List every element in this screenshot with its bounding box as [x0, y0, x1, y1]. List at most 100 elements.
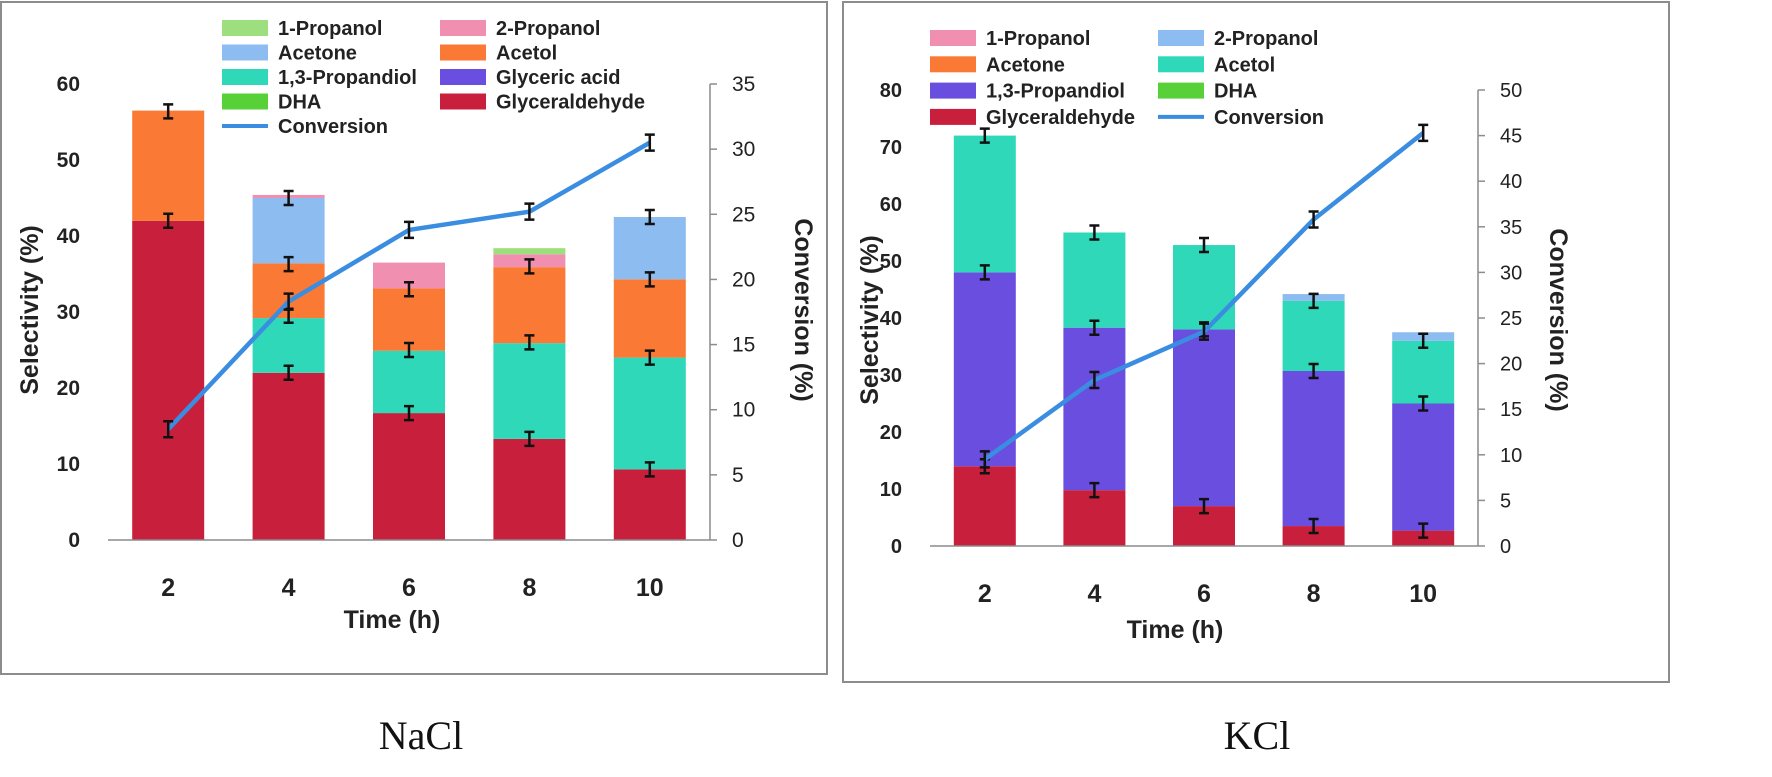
- y2-tick-label: 15: [732, 334, 755, 357]
- error-bar: [524, 430, 535, 448]
- error-bar: [1418, 332, 1429, 350]
- conversion-error-bar: [979, 450, 990, 469]
- error-bar: [283, 364, 294, 382]
- bar-glyceraldehyde: [373, 413, 445, 540]
- y-tick-label: 10: [57, 453, 80, 476]
- error-bar: [404, 341, 414, 359]
- y-axis-label: Selectivity (%): [856, 235, 884, 405]
- error-bar: [404, 280, 414, 298]
- error-bar: [1199, 236, 1209, 254]
- legend-label-acetol: Acetol: [496, 43, 557, 65]
- y-tick-label: 60: [880, 194, 902, 216]
- x-tick-label: 4: [282, 574, 296, 602]
- bar-glyceraldehyde: [953, 466, 1016, 546]
- bar-1-3-propandiol: [1063, 327, 1126, 491]
- x-axis-label: Time (h): [344, 606, 441, 634]
- y-tick-label: 30: [57, 301, 80, 324]
- y2-tick-label: 30: [732, 138, 755, 161]
- chart-panel-kcl: 0 10 20 30 40 50 60 70 80 0 5 10 15 20 25 30 35 40 45 50 2 4 6…: [842, 0, 1672, 705]
- legend-label-1-propanol: 1-Propanol: [986, 28, 1090, 50]
- bar-glyceraldehyde: [132, 220, 205, 541]
- bar-acetol: [132, 110, 205, 221]
- error-bar: [1089, 481, 1100, 499]
- legend-label-glyceraldehyde: Glyceraldehyde: [986, 107, 1135, 129]
- legend-swatch-1-3-propandiol: [222, 69, 268, 85]
- bar-acetol: [1173, 245, 1235, 330]
- x-tick-label: 4: [1087, 580, 1101, 608]
- x-tick-label: 6: [1197, 580, 1211, 608]
- error-bar: [524, 258, 535, 275]
- legend-label-2-propanol: 2-Propanol: [1214, 28, 1318, 50]
- legend-swatch-2-propanol: [1158, 30, 1204, 46]
- nacl-chart: 0 10 20 30 40 50 60 0 5 10 15 20 25 30 35 2 4 6 8 10 1-Prop…: [0, 1, 828, 675]
- conversion-error-bar: [644, 133, 655, 152]
- bar-acetol: [373, 288, 445, 351]
- error-bar: [1199, 497, 1209, 515]
- y-tick-label: 50: [57, 149, 80, 172]
- bar-acetol: [613, 279, 686, 358]
- y2-tick-label: 0: [732, 529, 744, 552]
- legend-label-conversion: Conversion: [278, 116, 388, 138]
- y2-tick-label: 20: [732, 268, 755, 291]
- y2-tick-label: 35: [732, 73, 755, 96]
- x-tick-label: 2: [978, 580, 992, 608]
- legend-swatch-acetol: [440, 44, 486, 61]
- bar-acetol: [1392, 340, 1455, 404]
- error-bar: [1308, 292, 1319, 310]
- error-bar: [1308, 517, 1319, 535]
- bar-1-3-propandiol: [953, 272, 1016, 467]
- y2-tick-label: 50: [1500, 80, 1522, 102]
- error-bar: [644, 349, 655, 366]
- y-tick-label: 40: [57, 225, 80, 248]
- error-bar: [644, 271, 655, 288]
- legend-swatch-1-3-propandiol: [930, 82, 976, 99]
- bar-glyceraldehyde: [1063, 490, 1126, 546]
- y-tick-label: 50: [880, 251, 902, 273]
- x-axis-label: Time (h): [1127, 616, 1224, 644]
- bar-acetol: [1282, 300, 1345, 372]
- legend-swatch-2-propanol: [440, 20, 486, 36]
- y2-axis-label: Conversion (%): [789, 218, 817, 401]
- y-axis-label: Selectivity (%): [16, 225, 44, 395]
- legend-label-dha: DHA: [1214, 81, 1257, 103]
- y-tick-label: 0: [68, 529, 80, 552]
- error-bar: [979, 264, 990, 281]
- error-bar: [644, 208, 655, 226]
- chart-caption-nacl: NaCl: [378, 713, 464, 758]
- x-tick-label: 2: [161, 574, 175, 602]
- bar-1-3-propandiol: [373, 350, 445, 414]
- bar-acetol: [1063, 232, 1126, 328]
- error-bar: [1418, 522, 1429, 539]
- y2-tick-label: 5: [732, 464, 744, 487]
- bar-1-propanol: [493, 248, 566, 255]
- legend-swatch-acetone: [222, 44, 268, 61]
- y-tick-label: 30: [880, 365, 902, 387]
- error-bar: [1089, 224, 1100, 241]
- chart-panel-nacl: 0 10 20 30 40 50 60 0 5 10 15 20 25 30 35 2 4 6 8 10 1-Prop…: [0, 0, 830, 705]
- bar-1-3-propandiol: [1282, 371, 1345, 527]
- error-bar: [163, 103, 174, 120]
- y2-tick-label: 5: [1500, 490, 1511, 512]
- bar-acetone: [613, 217, 686, 280]
- y2-axis-label: Conversion (%): [1544, 228, 1572, 411]
- legend-label-conversion: Conversion: [1214, 107, 1324, 129]
- bar-glyceraldehyde: [493, 438, 566, 540]
- error-bar: [524, 334, 535, 351]
- error-bar: [1418, 395, 1429, 412]
- legend-swatch-glyceric-acid: [440, 69, 486, 85]
- legend-label-2-propanol: 2-Propanol: [496, 18, 600, 40]
- bar-1-3-propandiol: [1392, 403, 1455, 531]
- legend-label-1-3-propandiol: 1,3-Propandiol: [278, 67, 417, 89]
- x-tick-label: 8: [522, 574, 536, 602]
- y-tick-label: 20: [880, 422, 902, 444]
- bar-acetol: [953, 135, 1016, 273]
- bar-acetone: [252, 198, 325, 264]
- error-bar: [1089, 319, 1100, 336]
- error-bar: [1308, 362, 1319, 380]
- y-tick-label: 70: [880, 137, 902, 159]
- legend-swatch-acetone: [930, 56, 976, 73]
- conversion-error-bar: [1418, 123, 1429, 143]
- y2-tick-label: 30: [1500, 262, 1522, 284]
- bar-glyceraldehyde: [613, 469, 686, 540]
- y2-tick-label: 10: [732, 399, 755, 422]
